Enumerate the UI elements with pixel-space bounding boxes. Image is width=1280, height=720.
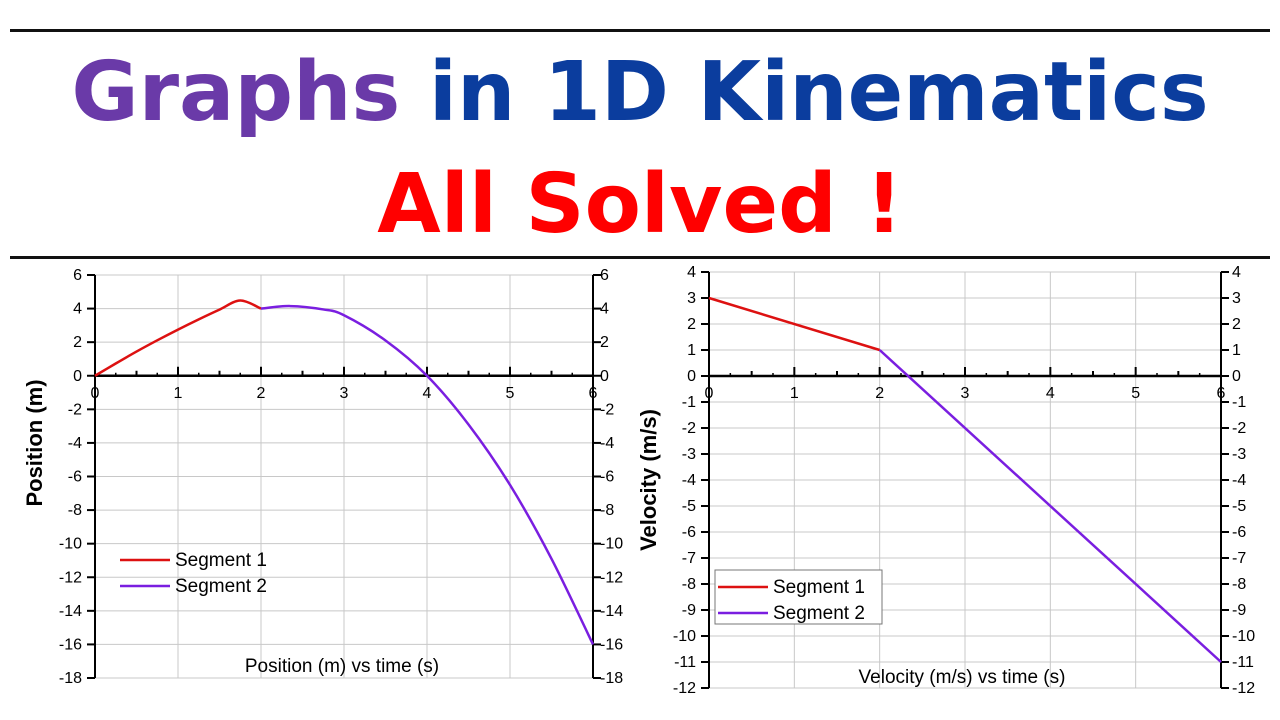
top-rule — [10, 29, 1270, 32]
y-tick-label-left: -10 — [59, 536, 82, 553]
y-axis-label: Velocity (m/s) — [636, 409, 661, 551]
y-tick-label-left: -9 — [682, 602, 696, 619]
legend-label-2: Segment 2 — [175, 576, 267, 597]
y-tick-label-right: -7 — [1232, 550, 1246, 567]
y-tick-label-right: -18 — [600, 670, 623, 687]
y-tick-label-right: 4 — [1232, 264, 1241, 281]
x-tick-label: 4 — [1046, 385, 1055, 402]
y-tick-label-left: -12 — [673, 680, 696, 697]
x-tick-label: 5 — [1131, 385, 1140, 402]
y-tick-label-right: 2 — [600, 334, 609, 351]
y-tick-label-left: 1 — [687, 342, 696, 359]
series-line-2 — [260, 304, 595, 645]
y-tick-label-right: -6 — [1232, 524, 1246, 541]
y-tick-label-left: -1 — [682, 394, 696, 411]
y-tick-label-right: 0 — [600, 368, 609, 385]
y-tick-label-left: -16 — [59, 636, 82, 653]
y-tick-label-left: -10 — [673, 628, 696, 645]
x-tick-label: 3 — [961, 385, 970, 402]
y-tick-label-left: -11 — [674, 654, 696, 671]
y-tick-label-right: 0 — [1232, 368, 1241, 385]
y-tick-label-left: -5 — [682, 498, 696, 515]
y-axis-label: Position (m) — [22, 379, 47, 506]
series-line-1 — [708, 296, 881, 352]
x-tick-label: 0 — [705, 385, 714, 402]
y-tick-label-right: -10 — [1232, 628, 1255, 645]
y-tick-label-left: -3 — [682, 446, 696, 463]
y-tick-label-right: -12 — [600, 569, 623, 586]
legend-box — [714, 569, 883, 625]
x-tick-label: 3 — [340, 385, 349, 402]
y-tick-label-right: -10 — [600, 536, 623, 553]
y-tick-label-right: -11 — [1232, 654, 1254, 671]
x-tick-label: 1 — [790, 385, 799, 402]
y-tick-label-right: -3 — [1232, 446, 1246, 463]
y-tick-label-left: 3 — [687, 290, 696, 307]
y-tick-label-right: -2 — [1232, 420, 1246, 437]
y-tick-label-left: 0 — [687, 368, 696, 385]
y-tick-label-left: 0 — [73, 368, 82, 385]
y-tick-label-left: -4 — [682, 472, 696, 489]
y-tick-label-right: -6 — [600, 469, 614, 486]
y-tick-label-right: 3 — [1232, 290, 1241, 307]
y-tick-label-left: 2 — [687, 316, 696, 333]
legend: Segment 1 Segment 2 — [120, 550, 267, 597]
y-tick-label-left: 2 — [73, 334, 82, 351]
y-tick-label-left: -6 — [682, 524, 696, 541]
y-tick-label-right: -9 — [1232, 602, 1246, 619]
title-part-graphs: Graphs — [71, 45, 401, 140]
y-tick-label-left: -18 — [59, 670, 82, 687]
legend-label-1: Segment 1 — [773, 577, 865, 598]
x-tick-label: 6 — [1217, 385, 1226, 402]
y-tick-label-right: -8 — [1232, 576, 1246, 593]
middle-rule — [10, 256, 1270, 259]
y-tick-label-right: 1 — [1232, 342, 1241, 359]
x-tick-label: 0 — [91, 385, 100, 402]
chart-2: 4 43 32 21 10 0-1 -1-2 -2-3 -3-4 -4-5 -5-6 -6-7 -7-8… — [636, 264, 1255, 697]
y-tick-label-left: -12 — [59, 569, 82, 586]
chart-1: 6 64 42 20 0-2 -2-4 -4-6 -6-8 -8-10 -10-12 -12-14-… — [22, 267, 623, 687]
series-line-2 — [878, 349, 1222, 663]
x-tick-label: 1 — [174, 385, 183, 402]
page-title: Graphs in 1D Kinematics — [0, 38, 1280, 148]
y-tick-label-right: 2 — [1232, 316, 1241, 333]
y-tick-label-right: -4 — [1232, 472, 1246, 489]
y-tick-label-left: 4 — [73, 301, 82, 318]
y-tick-label-left: 6 — [73, 267, 82, 284]
x-tick-label: 2 — [875, 385, 884, 402]
y-tick-label-right: -12 — [1232, 680, 1255, 697]
x-tick-label: 5 — [506, 385, 515, 402]
x-tick-label: 6 — [589, 385, 598, 402]
y-tick-label-right: -16 — [600, 636, 623, 653]
series-line-1 — [94, 299, 262, 377]
title-part-kinematics: in 1D Kinematics — [428, 45, 1209, 140]
y-tick-label-left: -2 — [68, 401, 82, 418]
y-tick-label-right: -14 — [600, 603, 623, 620]
y-tick-label-right: -1 — [1232, 394, 1246, 411]
y-tick-label-left: 4 — [687, 264, 696, 281]
legend: Segment 1 Segment 2 — [714, 569, 883, 625]
y-tick-label-left: -6 — [68, 469, 82, 486]
y-tick-label-right: -8 — [600, 502, 614, 519]
chart-title: Position (m) vs time (s) — [245, 656, 439, 677]
y-tick-label-right: -5 — [1232, 498, 1246, 515]
y-tick-label-right: 4 — [600, 301, 609, 318]
page-subtitle: All Solved ! — [377, 157, 903, 252]
y-tick-label-left: -2 — [682, 420, 696, 437]
y-tick-label-left: -7 — [682, 550, 696, 567]
legend-label-1: Segment 1 — [175, 550, 267, 571]
x-tick-label: 4 — [423, 385, 432, 402]
y-tick-label-left: -14 — [59, 603, 82, 620]
y-tick-label-left: -4 — [68, 435, 82, 452]
x-tick-label: 2 — [257, 385, 266, 402]
y-tick-label-right: -4 — [600, 435, 614, 452]
y-tick-label-right: 6 — [600, 267, 609, 284]
legend-label-2: Segment 2 — [773, 603, 865, 624]
chart-title: Velocity (m/s) vs time (s) — [859, 667, 1066, 688]
y-tick-label-left: -8 — [68, 502, 82, 519]
y-tick-label-left: -8 — [682, 576, 696, 593]
y-tick-label-right: -2 — [600, 401, 614, 418]
